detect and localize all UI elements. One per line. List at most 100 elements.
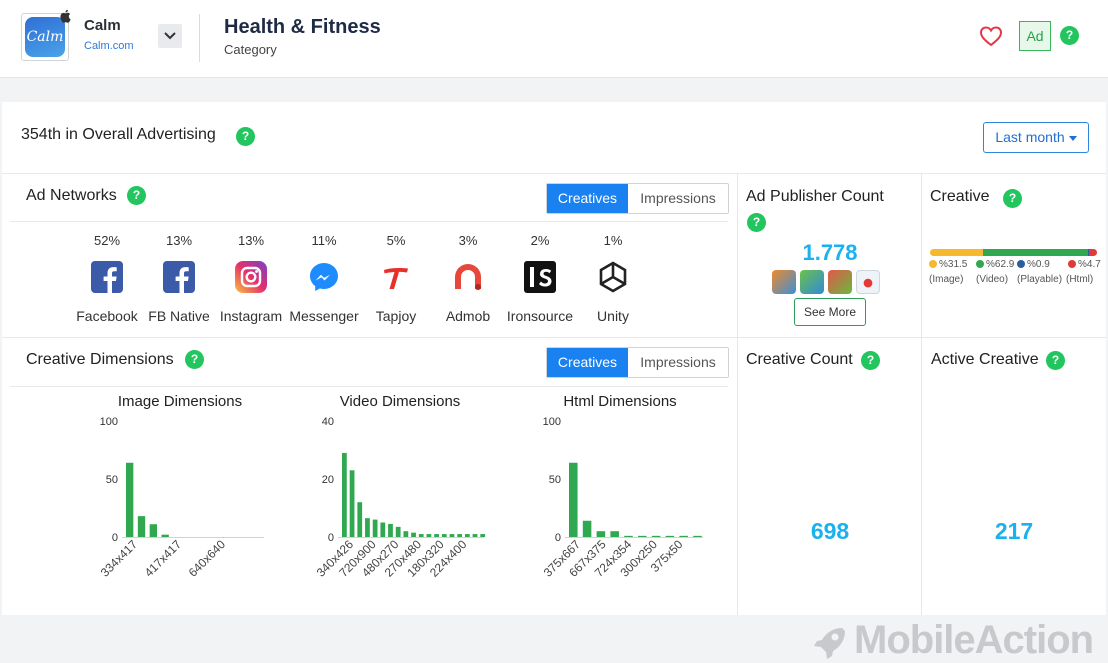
mobileaction-watermark: MobileAction [812, 618, 1094, 663]
legend-type: (Video) [976, 274, 1009, 285]
network-messenger[interactable]: 11% Messenger [288, 233, 360, 324]
legend-type: (Html) [1066, 274, 1094, 285]
creative-bar-segment [930, 249, 983, 256]
y-tick-label: 0 [112, 532, 118, 544]
divider [10, 221, 728, 222]
network-ironsource[interactable]: 2% Ironsource [504, 233, 576, 324]
chart-bar [472, 534, 478, 537]
network-fb-native[interactable]: 13% FB Native [143, 233, 215, 324]
legend-dot [976, 260, 984, 268]
heart-icon[interactable] [979, 25, 1003, 47]
chart-bar [693, 535, 702, 537]
app-name: Calm [84, 17, 121, 34]
creative-dimensions-title: Creative Dimensions [26, 351, 174, 368]
network-unity[interactable]: 1% Unity [577, 233, 649, 324]
dimensions-creatives-tab[interactable]: Creatives [547, 348, 628, 377]
rocket-logo-icon [814, 628, 845, 659]
network-percent: 1% [603, 233, 623, 248]
chart-bar [418, 534, 424, 537]
legend-value: %31.5 [939, 259, 968, 270]
app-website-link[interactable]: Calm.com [84, 40, 134, 52]
x-tick-label: 417x417 [142, 537, 185, 580]
divider [2, 337, 1106, 338]
creative-legend-html: %4.7 (Html) [1066, 259, 1101, 285]
chart-bar [395, 526, 401, 537]
y-tick-label: 50 [549, 474, 561, 486]
creative-bar-segment [1089, 249, 1097, 256]
creative-count-help-icon[interactable]: ? [861, 351, 880, 370]
chart-bar [638, 535, 647, 537]
ad-networks-toggle: Creatives Impressions [546, 183, 729, 214]
apple-icon [60, 9, 71, 23]
fb-native-icon [163, 261, 195, 293]
network-name: FB Native [148, 308, 210, 324]
network-admob[interactable]: 3% Admob [432, 233, 504, 324]
messenger-icon [310, 263, 338, 291]
chart-bar [137, 516, 146, 537]
ad-badge[interactable]: Ad [1019, 21, 1051, 51]
publisher-thumbnail[interactable] [828, 270, 852, 294]
chevron-down-icon [164, 32, 176, 40]
watermark-text: MobileAction [854, 618, 1094, 662]
divider [10, 386, 728, 387]
chart-bar [449, 534, 455, 537]
ad-networks-creatives-tab[interactable]: Creatives [547, 184, 628, 213]
see-more-button[interactable]: See More [794, 298, 866, 326]
ranking-title: 354th in Overall Advertising [21, 126, 216, 143]
active-creative-help-icon[interactable]: ? [1046, 351, 1065, 370]
creative-help-icon[interactable]: ? [1003, 189, 1022, 208]
advertising-card: 354th in Overall Advertising ? Last mont… [2, 102, 1106, 615]
creative-legend-image: %31.5 (Image) [929, 259, 967, 285]
app-icon[interactable]: Calm [21, 13, 69, 61]
chart-bar [665, 535, 675, 537]
ranking-help-icon[interactable]: ? [236, 127, 255, 146]
dimensions-impressions-tab[interactable]: Impressions [640, 354, 716, 370]
admob-icon [455, 264, 481, 290]
network-percent: 11% [311, 233, 337, 248]
network-name: Messenger [289, 308, 359, 324]
creative-bar-segment [1087, 249, 1090, 256]
network-percent: 2% [530, 233, 550, 248]
chart-bar [480, 534, 486, 537]
ad-networks-help-icon[interactable]: ? [127, 186, 146, 205]
active-creative-title: Active Creative [931, 351, 1039, 368]
chart-bar [349, 470, 355, 537]
creative-count-value: 698 [810, 518, 850, 544]
chart-bar [357, 502, 363, 537]
chart-bar [380, 522, 386, 537]
ad-publisher-title: Ad Publisher Count [746, 188, 884, 205]
legend-value: %62.9 [986, 259, 1015, 270]
chart-bar [679, 535, 688, 537]
network-tapjoy[interactable]: 5% Tapjoy [360, 233, 432, 324]
instagram-icon [235, 261, 267, 293]
help-icon[interactable]: ? [1060, 26, 1079, 45]
category-subtitle: Category [224, 42, 277, 57]
chart-title: Html Dimensions [563, 393, 676, 410]
network-facebook[interactable]: 52% Facebook [71, 233, 143, 324]
active-creative-value: 217 [994, 518, 1034, 544]
facebook-icon [91, 261, 123, 293]
publisher-thumbnail[interactable] [800, 270, 824, 294]
network-instagram[interactable]: 13% Instagram [215, 233, 287, 324]
ad-networks-impressions-tab[interactable]: Impressions [640, 190, 716, 206]
creative-dimensions-help-icon[interactable]: ? [185, 350, 204, 369]
publisher-thumbnail[interactable] [772, 270, 796, 294]
creative-legend-playable: %0.9 (Playable) [1017, 259, 1062, 285]
ad-publisher-help-icon[interactable]: ? [747, 213, 766, 232]
legend-type: (Image) [929, 274, 964, 285]
chart-bar [441, 534, 447, 537]
creative-legend-video: %62.9 (Video) [976, 259, 1014, 285]
period-dropdown[interactable]: Last month [983, 122, 1089, 153]
creative-count-title: Creative Count [746, 351, 853, 368]
publisher-thumbnail[interactable] [856, 270, 880, 294]
app-dropdown-button[interactable] [158, 24, 182, 48]
y-tick-label: 0 [328, 532, 334, 544]
chart-bar [161, 534, 169, 537]
chart-bar [372, 519, 378, 537]
app-icon-logo: Calm [25, 17, 65, 57]
creative-stacked-bar [930, 249, 1097, 256]
legend-value: %4.7 [1078, 259, 1101, 270]
network-name: Unity [597, 308, 629, 324]
chart-bar [651, 535, 661, 537]
ironsource-icon [524, 261, 556, 293]
